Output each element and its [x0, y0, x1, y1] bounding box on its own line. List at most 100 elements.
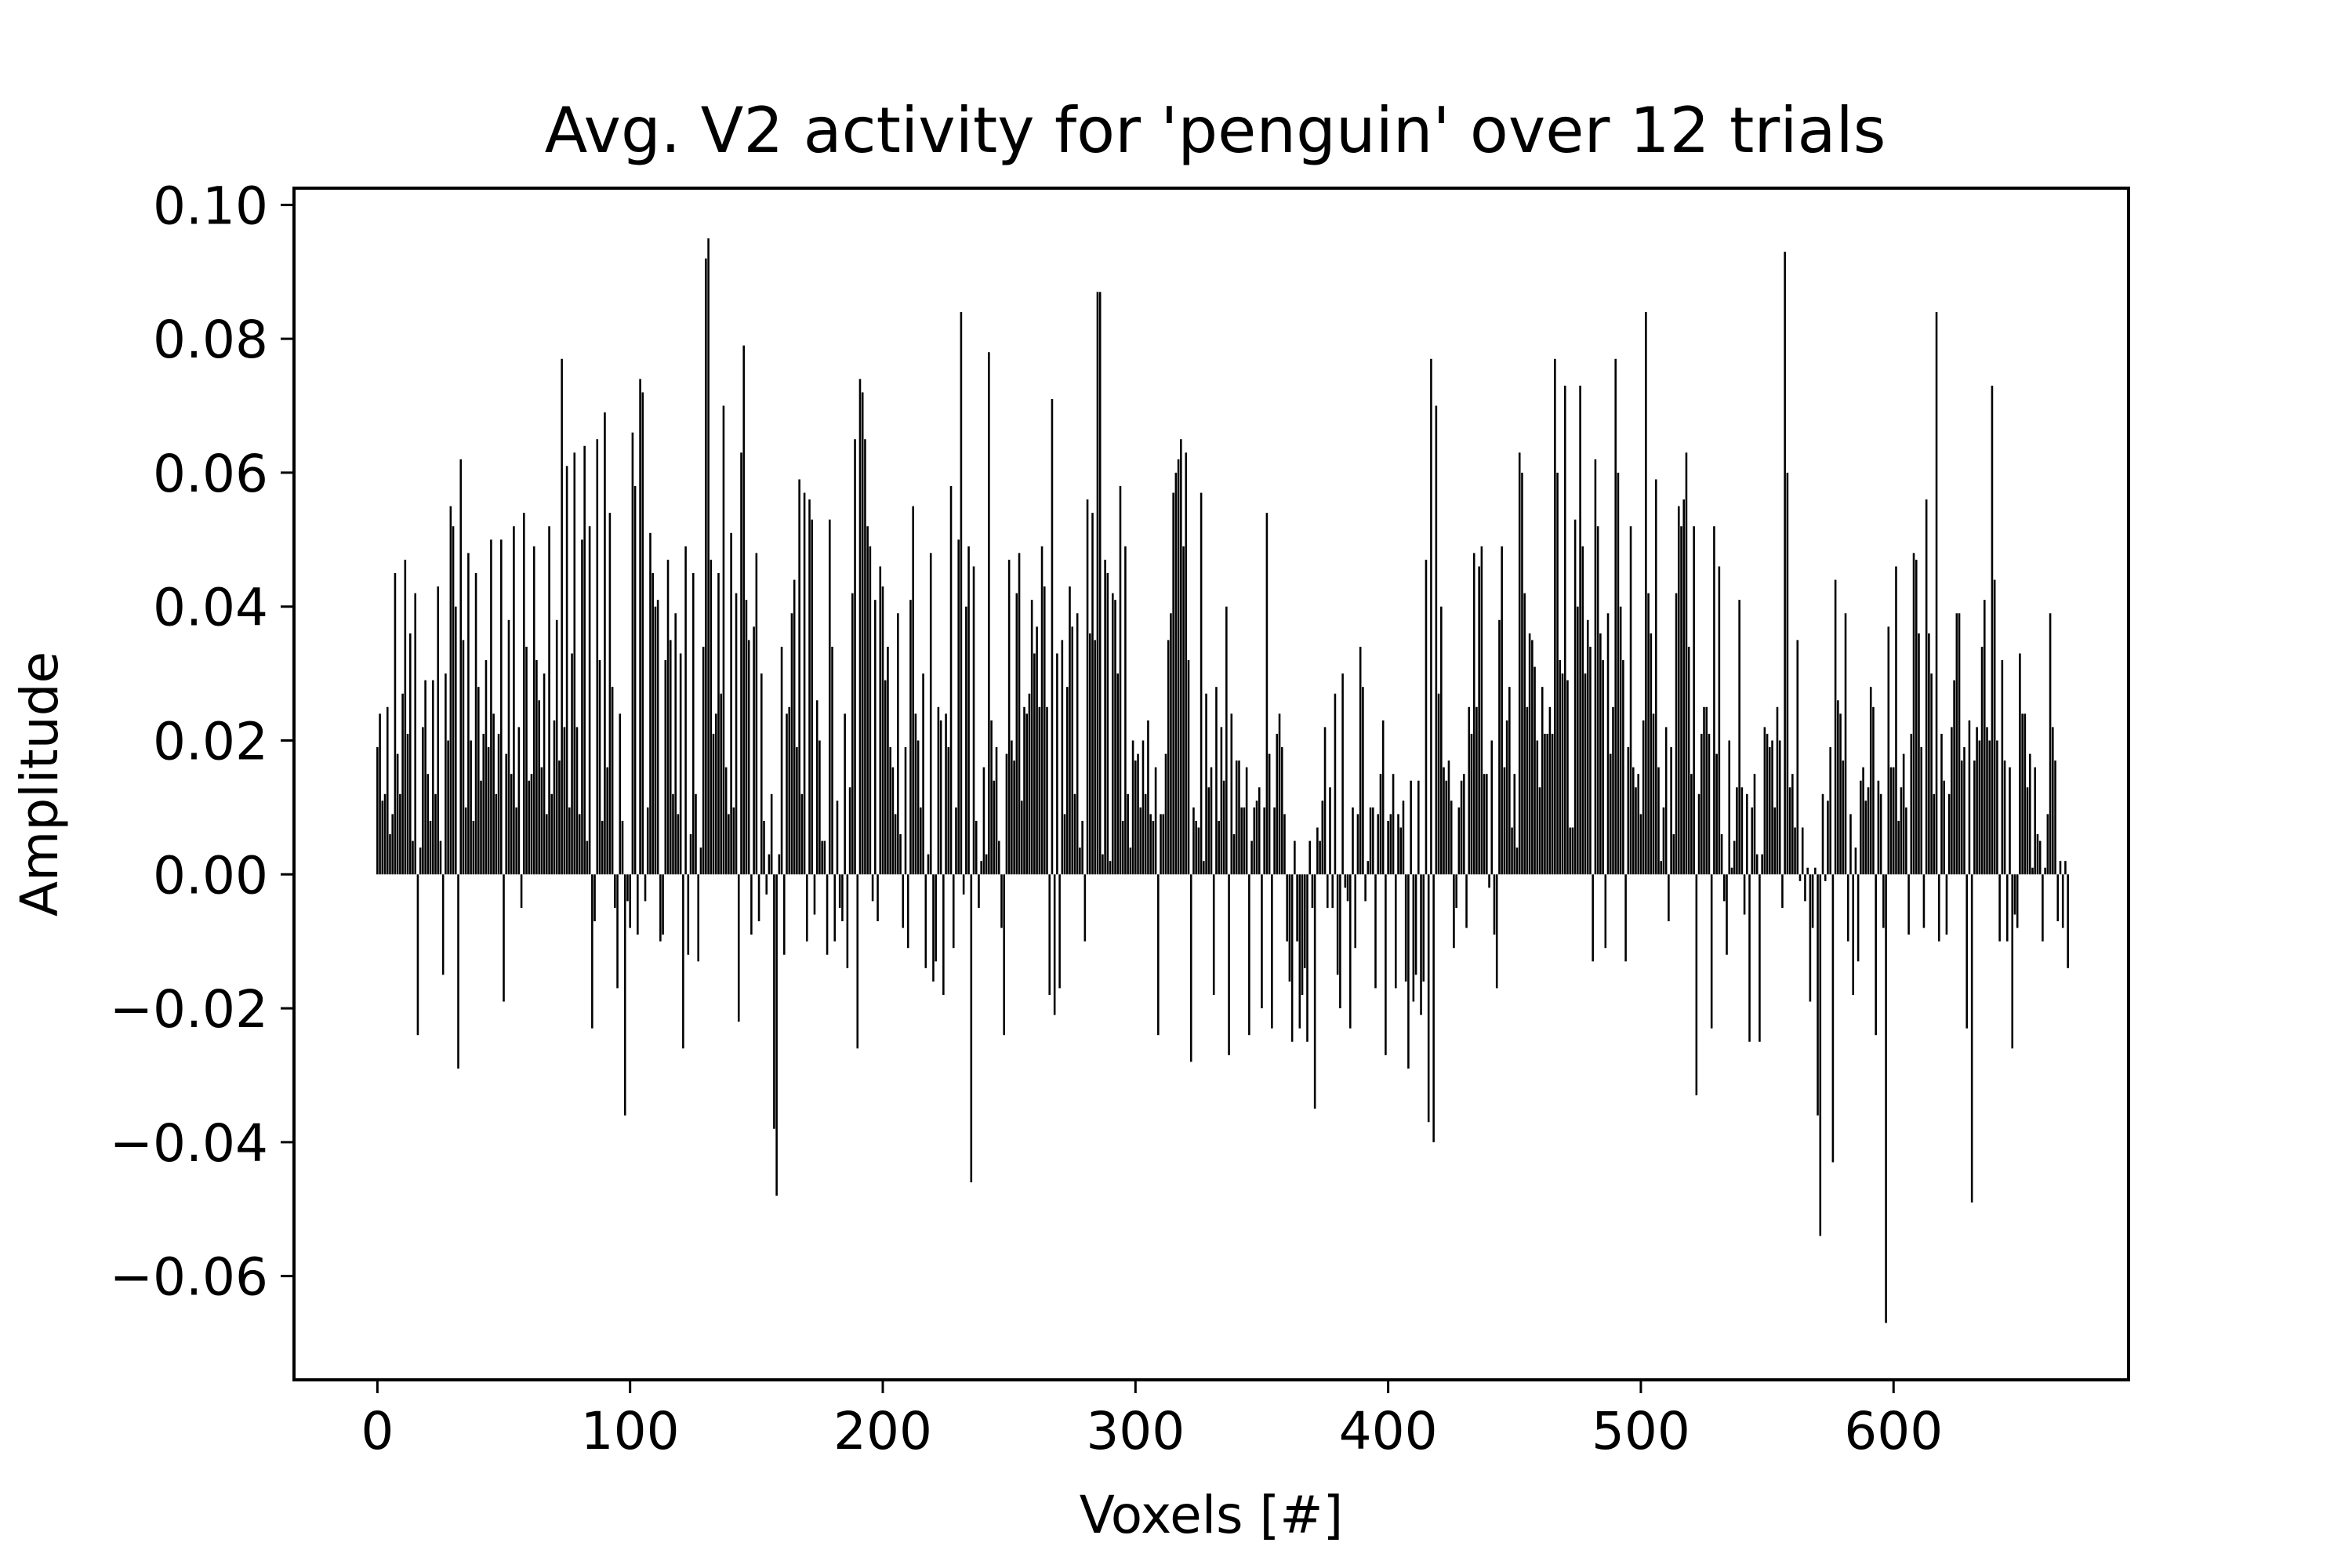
bar	[614, 874, 616, 908]
bar	[391, 814, 394, 875]
bar	[1786, 472, 1789, 875]
bar	[513, 526, 515, 875]
bar	[1647, 593, 1650, 875]
bar	[980, 861, 982, 875]
bar	[927, 854, 930, 875]
bar	[997, 840, 1000, 875]
bar	[2003, 760, 2006, 875]
bar	[1563, 385, 1566, 875]
bar	[1220, 727, 1223, 875]
bar	[1096, 292, 1099, 875]
bar	[833, 874, 837, 942]
bar	[1561, 673, 1564, 875]
bar	[1594, 459, 1597, 875]
bar	[866, 526, 869, 875]
bar	[1910, 733, 1913, 875]
bar	[485, 660, 488, 875]
bar	[916, 740, 920, 875]
bar	[1086, 499, 1089, 875]
bar	[1690, 774, 1693, 875]
bar	[1455, 874, 1457, 908]
bar	[641, 392, 644, 875]
y-tick-label: 0.00	[153, 845, 268, 906]
bar	[1177, 459, 1180, 875]
bar	[1294, 840, 1296, 875]
bar	[677, 814, 680, 875]
bar	[841, 874, 844, 922]
bar	[1371, 807, 1374, 875]
bar	[1889, 767, 1893, 875]
bar	[831, 646, 833, 875]
bar	[2046, 814, 2049, 875]
bar	[1771, 740, 1773, 875]
bar	[1134, 760, 1137, 875]
bar	[601, 820, 604, 875]
bar	[1381, 720, 1385, 875]
bar	[932, 874, 935, 982]
bar	[2034, 767, 2037, 875]
bar	[869, 546, 872, 875]
bar	[1637, 774, 1639, 875]
bar	[904, 747, 907, 875]
bar	[1718, 566, 1721, 875]
bar	[424, 680, 426, 875]
bar	[717, 573, 720, 875]
bar	[1323, 727, 1327, 875]
bar	[813, 874, 816, 915]
bar	[972, 566, 975, 875]
bar	[783, 874, 786, 955]
bar	[1915, 559, 1918, 875]
bar	[679, 653, 682, 875]
bar	[1046, 706, 1048, 875]
bar	[1427, 874, 1430, 1123]
bar	[1410, 780, 1412, 875]
bar	[581, 539, 583, 875]
bar	[1040, 546, 1044, 875]
bar	[755, 553, 758, 875]
bar	[606, 767, 608, 875]
bar	[1362, 687, 1364, 875]
bar	[1536, 740, 1539, 875]
bar	[1882, 874, 1885, 928]
bar	[2044, 867, 2046, 875]
bar	[1356, 814, 1359, 875]
bar	[730, 532, 732, 875]
bar	[858, 379, 862, 875]
bar	[945, 713, 947, 875]
bar	[1604, 874, 1607, 949]
bar	[1023, 706, 1025, 875]
bar	[978, 874, 980, 908]
y-tick-label: 0.10	[153, 176, 268, 236]
bar	[894, 814, 897, 875]
bar	[381, 800, 384, 875]
bar	[1210, 767, 1213, 875]
bar	[1554, 358, 1556, 875]
bar	[1083, 874, 1087, 942]
bar	[406, 733, 409, 875]
bar	[1811, 874, 1814, 928]
bar	[1414, 874, 1417, 975]
bar	[2064, 861, 2067, 875]
bar	[412, 840, 414, 875]
bar	[1278, 713, 1281, 875]
bar	[788, 706, 791, 875]
bar	[1407, 874, 1410, 1069]
bar	[546, 814, 548, 875]
bar	[573, 452, 576, 875]
bar	[745, 600, 748, 875]
bar	[1028, 693, 1031, 875]
bar	[1905, 807, 1907, 875]
bar	[1172, 492, 1174, 875]
bar	[1513, 774, 1516, 875]
bar	[1149, 814, 1152, 875]
bar	[1806, 867, 1809, 875]
bar	[1018, 553, 1021, 875]
bar	[854, 439, 856, 875]
bar	[1609, 753, 1612, 875]
bar	[1569, 827, 1571, 875]
bar	[548, 526, 550, 875]
bar	[664, 660, 667, 875]
bar	[1030, 600, 1033, 875]
bar	[1230, 713, 1233, 875]
bar	[1837, 700, 1839, 875]
